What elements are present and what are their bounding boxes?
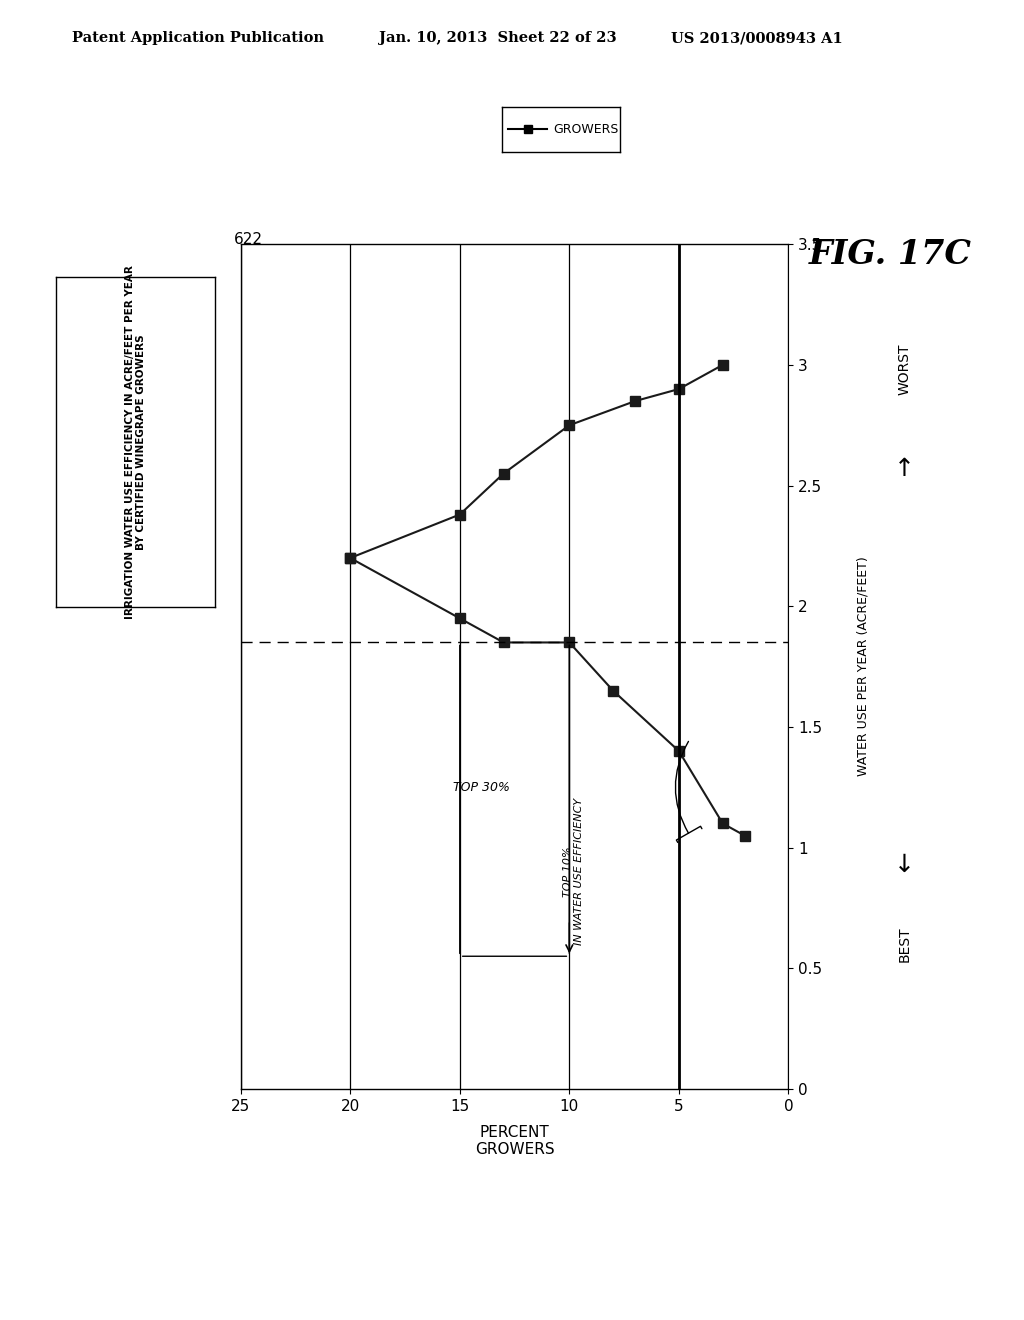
- Text: WORST: WORST: [897, 343, 911, 396]
- Text: IRRIGATION WATER USE EFFICIENCY IN ACRE/FEET PER YEAR
BY CERTIFIED WINEGRAPE GRO: IRRIGATION WATER USE EFFICIENCY IN ACRE/…: [125, 265, 146, 619]
- Text: ↓: ↓: [894, 853, 914, 876]
- Text: GROWERS: GROWERS: [554, 123, 618, 136]
- Text: TOP 10%
IN WATER USE EFFICIENCY: TOP 10% IN WATER USE EFFICIENCY: [563, 799, 585, 945]
- Text: TOP 30%: TOP 30%: [454, 781, 510, 793]
- Text: ↑: ↑: [894, 457, 914, 480]
- X-axis label: PERCENT
GROWERS: PERCENT GROWERS: [475, 1125, 554, 1158]
- Text: Jan. 10, 2013  Sheet 22 of 23: Jan. 10, 2013 Sheet 22 of 23: [379, 32, 616, 45]
- Text: Patent Application Publication: Patent Application Publication: [72, 32, 324, 45]
- Text: WATER USE PER YEAR (ACRE/FEET): WATER USE PER YEAR (ACRE/FEET): [857, 557, 869, 776]
- Text: 622: 622: [233, 232, 262, 247]
- Text: FIG. 17C: FIG. 17C: [809, 238, 972, 271]
- Text: US 2013/0008943 A1: US 2013/0008943 A1: [671, 32, 843, 45]
- Text: BEST: BEST: [897, 927, 911, 961]
